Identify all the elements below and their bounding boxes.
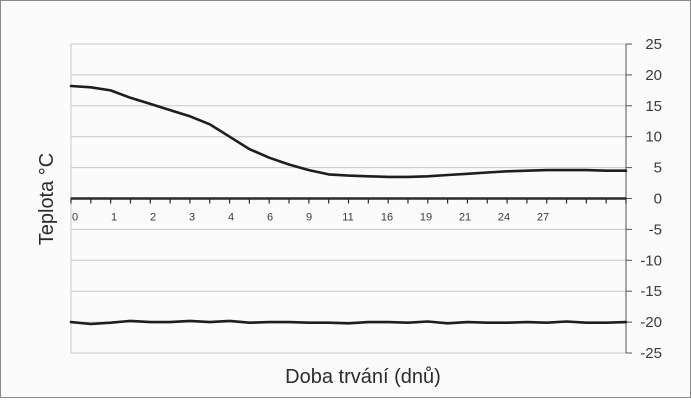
x-axis: 0 1 2 3 4 6 9 11 16 19 21 24 27 xyxy=(70,197,627,224)
y-tick-label: -10 xyxy=(640,252,662,269)
y-tick-label: -5 xyxy=(649,221,662,238)
y-tick-label: -25 xyxy=(640,345,662,362)
x-tick-label: 24 xyxy=(498,212,510,224)
series-line-1 xyxy=(69,84,628,179)
x-tick-label: 11 xyxy=(342,212,353,224)
y-tick-label: 20 xyxy=(645,67,662,84)
y-tick-label: -15 xyxy=(640,283,662,300)
x-axis-title: Doba trvání (dnů) xyxy=(285,366,441,388)
x-tick-label: 6 xyxy=(267,212,273,224)
x-tick-label: 0 xyxy=(72,212,78,224)
x-tick-label: 16 xyxy=(381,212,393,224)
y-tick-label: 10 xyxy=(645,129,662,146)
x-tick-label: 9 xyxy=(306,212,312,224)
y-tick-label: 25 xyxy=(645,36,662,53)
y-axis-title: Teplota °C xyxy=(36,153,58,246)
y-tick-label: 5 xyxy=(654,160,662,177)
x-tick-label: 27 xyxy=(537,212,549,224)
x-tick-label: 19 xyxy=(420,212,432,224)
x-tick-label: 3 xyxy=(189,212,195,224)
series-line-2 xyxy=(69,319,628,326)
y-axis: 25 20 15 10 5 0 -5 -10 -15 -20 -25 xyxy=(625,36,662,362)
series-lines xyxy=(69,84,628,326)
y-tick-label: 15 xyxy=(645,98,662,115)
x-tick-label: 2 xyxy=(150,212,156,224)
y-tick-label: -20 xyxy=(640,314,662,331)
x-tick-label: 4 xyxy=(228,212,234,224)
y-tick-label: 0 xyxy=(654,191,662,208)
x-tick-label: 1 xyxy=(111,212,117,224)
x-tick-label: 21 xyxy=(459,212,471,224)
